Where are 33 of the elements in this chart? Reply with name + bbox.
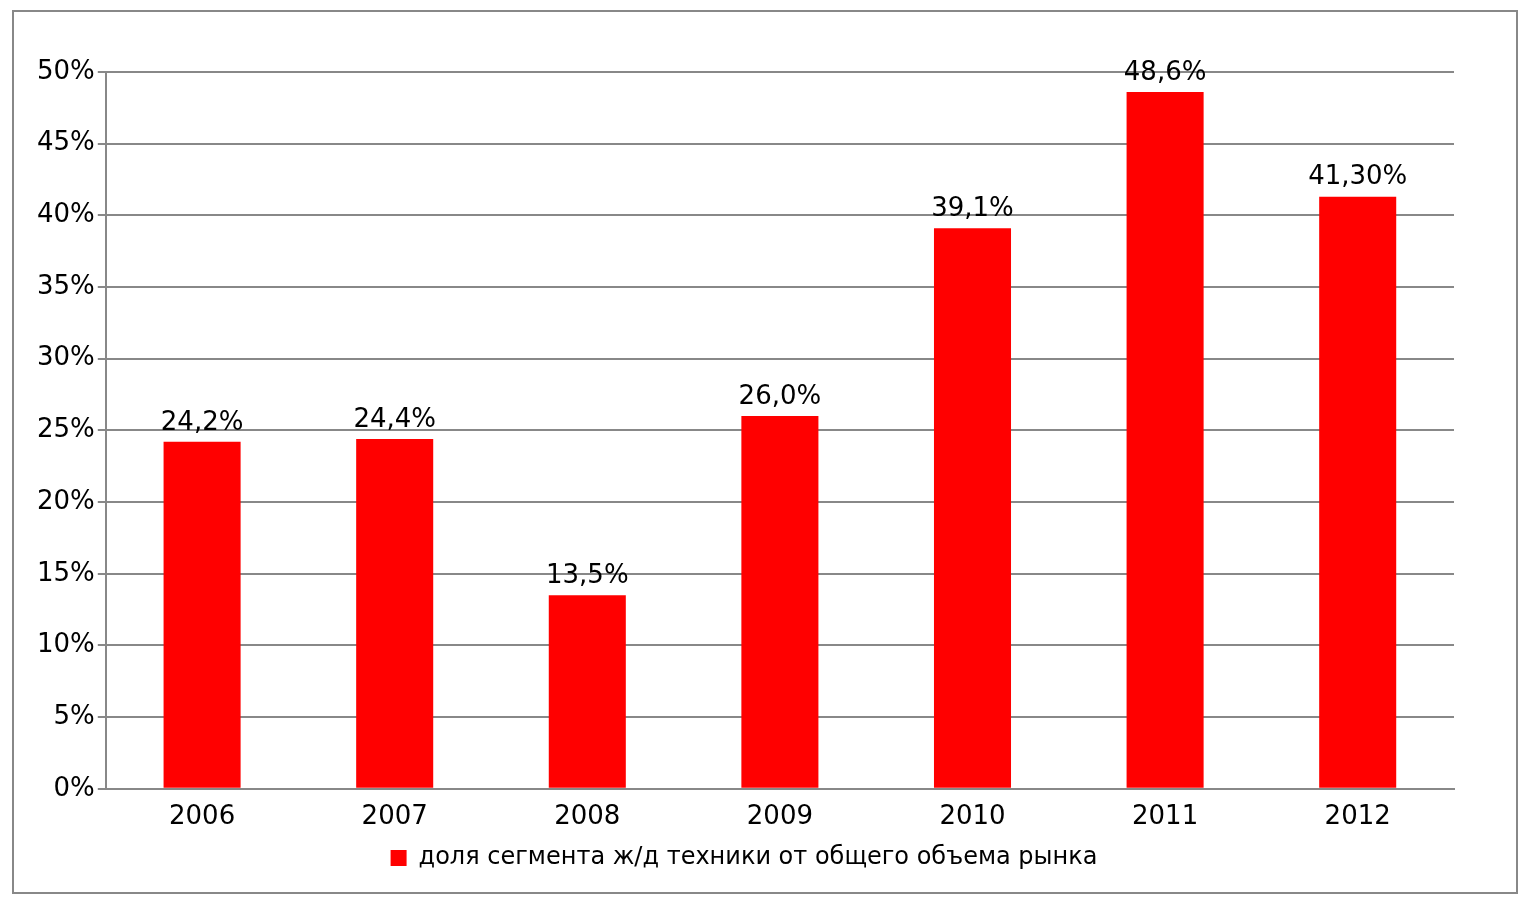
data-label: 48,6%: [1123, 55, 1207, 86]
x-tick-label: 2012: [1324, 800, 1391, 831]
data-label: 24,4%: [353, 402, 436, 433]
x-tick-label: 2007: [361, 800, 428, 831]
data-label: 26,0%: [738, 379, 822, 410]
data-label: 39,1%: [931, 192, 1014, 223]
legend-label: доля сегмента ж/д техники от общего объема рынка: [418, 842, 1098, 871]
y-tick-label: 20%: [36, 484, 95, 515]
y-tick-label: 40%: [36, 198, 95, 229]
y-tick-label: 15%: [36, 556, 95, 587]
y-tick-label: 5%: [53, 699, 95, 730]
y-tick-label: 45%: [36, 126, 95, 157]
data-label: 24,2%: [160, 405, 244, 436]
x-tick-label: 2006: [169, 800, 236, 831]
data-label: 41,30%: [1308, 160, 1408, 191]
x-tick-label: 2011: [1132, 800, 1199, 831]
y-tick-label: 25%: [36, 413, 95, 444]
x-tick-label: 2008: [554, 800, 621, 831]
bar: [933, 228, 1012, 788]
bar: [163, 441, 241, 788]
data-label: 13,5%: [545, 559, 629, 590]
y-tick-label: 30%: [36, 341, 95, 372]
bar: [356, 439, 434, 788]
y-tick-label: 50%: [36, 54, 95, 85]
bar: [548, 595, 626, 788]
y-tick-label: 0%: [53, 771, 95, 802]
bar: [1319, 196, 1397, 788]
y-tick-label: 35%: [36, 269, 95, 300]
bar: [1126, 92, 1204, 788]
x-tick-label: 2010: [939, 800, 1006, 831]
x-tick-label: 2009: [746, 800, 813, 831]
bar: [741, 416, 819, 788]
y-tick-label: 10%: [36, 628, 95, 659]
